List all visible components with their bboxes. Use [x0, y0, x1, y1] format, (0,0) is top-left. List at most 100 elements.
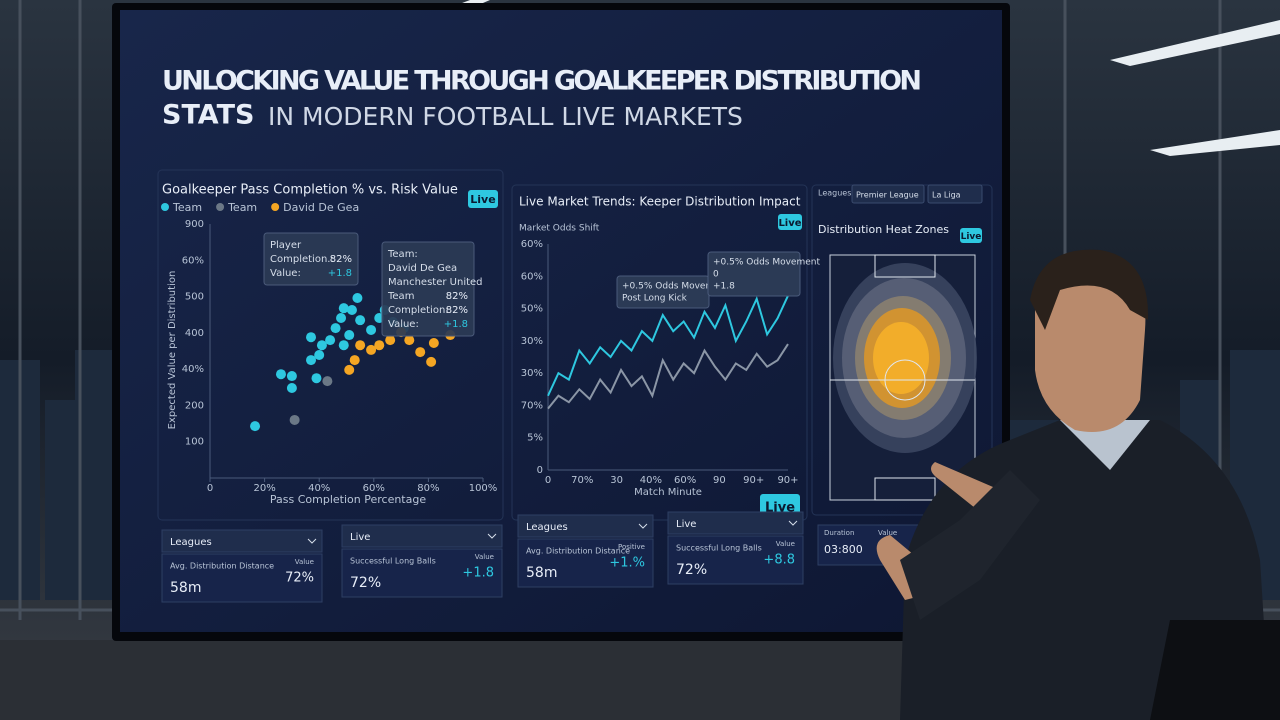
y-tick-label: 70% — [521, 400, 543, 411]
legend-label: Team — [172, 201, 202, 214]
annotation-text: 0 — [713, 270, 719, 280]
tooltip-value: 82% — [446, 305, 468, 316]
x-tick-label: 70% — [571, 475, 593, 486]
live-badge-text: Live — [778, 218, 801, 229]
card-label: Successful Long Balls — [350, 557, 436, 566]
scatter-point — [344, 330, 355, 341]
card-sub-label: Positive — [618, 543, 645, 551]
x-axis-label: Pass Completion Percentage — [270, 493, 426, 506]
card — [341, 548, 503, 598]
tooltip-value: +1.8 — [328, 268, 352, 279]
scatter-point — [338, 340, 349, 351]
mini-label: Value — [878, 529, 897, 537]
scatter-point — [352, 293, 363, 304]
tooltip-label: Team — [387, 291, 414, 302]
card — [517, 538, 654, 588]
scatter-point — [289, 414, 300, 425]
card-header[interactable] — [667, 511, 804, 535]
x-tick-label: 0 — [545, 475, 551, 486]
card — [667, 535, 804, 585]
tooltip-label: Player — [270, 240, 302, 251]
card-label: Avg. Distribution Distance — [526, 547, 630, 556]
live-badge — [960, 228, 982, 243]
y-tick-label: 60% — [182, 255, 204, 266]
pitch-line — [874, 254, 936, 278]
card-sub-value: 72% — [285, 571, 314, 586]
card-sub-label: Value — [295, 558, 314, 566]
y-tick-label: 200 — [185, 400, 204, 411]
tooltip-label: Value: — [270, 268, 301, 279]
pitch-line — [884, 359, 926, 401]
tooltip-label: Completion: — [388, 305, 449, 316]
scatter-point — [344, 364, 355, 375]
x-tick-label: 80% — [417, 483, 439, 494]
tooltip-value: +1.8 — [444, 319, 468, 330]
scatter-point — [404, 335, 415, 346]
scatter-point — [330, 323, 341, 334]
card-header[interactable] — [161, 529, 323, 553]
card-header-text: Live — [350, 532, 370, 543]
tooltip-label: Value: — [388, 319, 419, 330]
card-header-text: Live — [676, 519, 696, 530]
scatter-point — [314, 349, 325, 360]
card-sub-label: Value — [776, 540, 795, 548]
scatter-point — [336, 312, 347, 323]
card-header[interactable] — [341, 524, 503, 548]
scatter-point — [349, 355, 360, 366]
scatter-point — [275, 369, 286, 380]
y-tick-label: 50% — [521, 304, 543, 315]
y-tick-label: 500 — [185, 292, 204, 303]
scatter-point — [366, 324, 377, 335]
legend-dot — [161, 203, 169, 211]
scatter-point — [311, 373, 322, 384]
x-axis-label: Match Minute — [634, 487, 702, 498]
tooltip-label: Manchester United — [388, 277, 483, 288]
dropdown-text: La Liga — [932, 191, 961, 200]
scatter-point — [346, 304, 357, 315]
y-tick-label: 900 — [185, 219, 204, 230]
y-tick-label: 60% — [521, 239, 543, 250]
card-value: 58m — [170, 580, 201, 596]
y-tick-label: 30% — [521, 368, 543, 379]
card-sub-label: Value — [475, 553, 494, 561]
card-value: 58m — [526, 565, 557, 581]
card-value: 72% — [350, 575, 381, 591]
scatter-point — [325, 335, 336, 346]
y-axis-label: Market Odds Shift — [519, 224, 600, 234]
annotation-text: +1.8 — [713, 282, 735, 292]
y-tick-label: 60% — [521, 271, 543, 282]
card-label: Successful Long Balls — [676, 544, 762, 553]
x-tick-label: 60% — [674, 475, 696, 486]
tooltip-label: David De Gea — [388, 263, 457, 274]
mini-label: Duration — [824, 529, 854, 537]
chevron — [487, 533, 497, 539]
tooltip — [263, 232, 359, 286]
scatter-point — [426, 356, 437, 367]
y-tick-label: 0 — [537, 465, 543, 476]
legend-dot — [216, 203, 225, 211]
title: UNLOCKING VALUE THROUGH GOALKEEPER DISTR… — [162, 66, 922, 97]
scatter-point — [306, 355, 317, 366]
title: IN MODERN FOOTBALL LIVE MARKETS — [268, 102, 743, 131]
y-tick-label: 400 — [185, 328, 204, 339]
card-sub-value: +1.8 — [462, 566, 494, 581]
card-header[interactable] — [517, 514, 654, 538]
dropdown[interactable] — [851, 184, 925, 204]
scatter-point — [366, 344, 377, 355]
card-sub-value: +1.% — [609, 556, 645, 571]
pitch-line — [874, 477, 936, 501]
scatter-point — [428, 338, 439, 349]
scatter-point — [286, 371, 297, 382]
live-badge — [778, 214, 802, 230]
dropdown[interactable] — [927, 184, 983, 204]
scatter-point — [415, 347, 426, 358]
person — [876, 249, 1280, 720]
scatter-point — [374, 340, 385, 351]
live-badge — [468, 190, 498, 208]
x-tick-label: 90+ — [743, 475, 764, 486]
y-tick-label: 100 — [185, 437, 204, 448]
scatter-point — [306, 332, 317, 343]
card-label: Avg. Distribution Distance — [170, 562, 274, 571]
scatter-point — [385, 335, 396, 346]
